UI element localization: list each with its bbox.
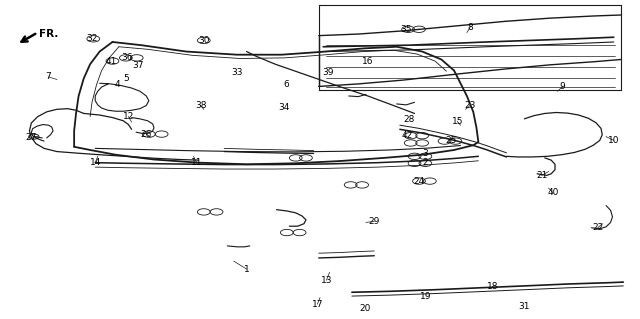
Text: 1: 1 — [244, 264, 250, 274]
Text: 14: 14 — [90, 158, 101, 167]
Text: 26: 26 — [141, 130, 152, 138]
Text: 3: 3 — [422, 149, 428, 158]
Text: 41: 41 — [106, 56, 117, 65]
Text: 33: 33 — [231, 68, 243, 77]
Text: 7: 7 — [45, 72, 51, 81]
Text: 4: 4 — [115, 80, 120, 89]
Text: 23: 23 — [465, 101, 476, 110]
Text: 40: 40 — [547, 188, 559, 197]
Text: 17: 17 — [312, 300, 323, 308]
Text: 11: 11 — [191, 158, 202, 167]
Text: 27: 27 — [25, 133, 36, 142]
Text: 10: 10 — [608, 136, 620, 145]
Text: 6: 6 — [284, 80, 289, 89]
Text: 24: 24 — [413, 177, 424, 186]
Text: 2: 2 — [422, 158, 428, 167]
Text: 16: 16 — [362, 56, 374, 65]
Text: 9: 9 — [560, 82, 566, 91]
Text: 15: 15 — [452, 117, 463, 126]
Text: 8: 8 — [467, 23, 473, 32]
Text: 35: 35 — [401, 25, 412, 34]
Text: 42: 42 — [402, 131, 413, 140]
Text: 32: 32 — [86, 34, 98, 43]
Text: 30: 30 — [198, 36, 209, 45]
Text: 31: 31 — [518, 302, 530, 311]
Text: 13: 13 — [321, 276, 332, 285]
Text: 28: 28 — [404, 115, 415, 124]
Text: 29: 29 — [369, 217, 380, 226]
Text: 39: 39 — [323, 68, 334, 77]
Text: 38: 38 — [195, 101, 206, 110]
Text: 34: 34 — [278, 103, 289, 112]
Text: 25: 25 — [445, 136, 456, 145]
Text: 5: 5 — [123, 74, 129, 83]
Text: 18: 18 — [486, 282, 498, 291]
Text: 21: 21 — [536, 171, 547, 180]
Text: 22: 22 — [592, 223, 604, 232]
Text: 37: 37 — [132, 61, 144, 70]
Text: 12: 12 — [123, 112, 134, 121]
Text: 20: 20 — [359, 304, 371, 313]
Text: 36: 36 — [122, 53, 133, 62]
Text: 19: 19 — [420, 292, 431, 300]
Text: FR.: FR. — [39, 29, 58, 39]
